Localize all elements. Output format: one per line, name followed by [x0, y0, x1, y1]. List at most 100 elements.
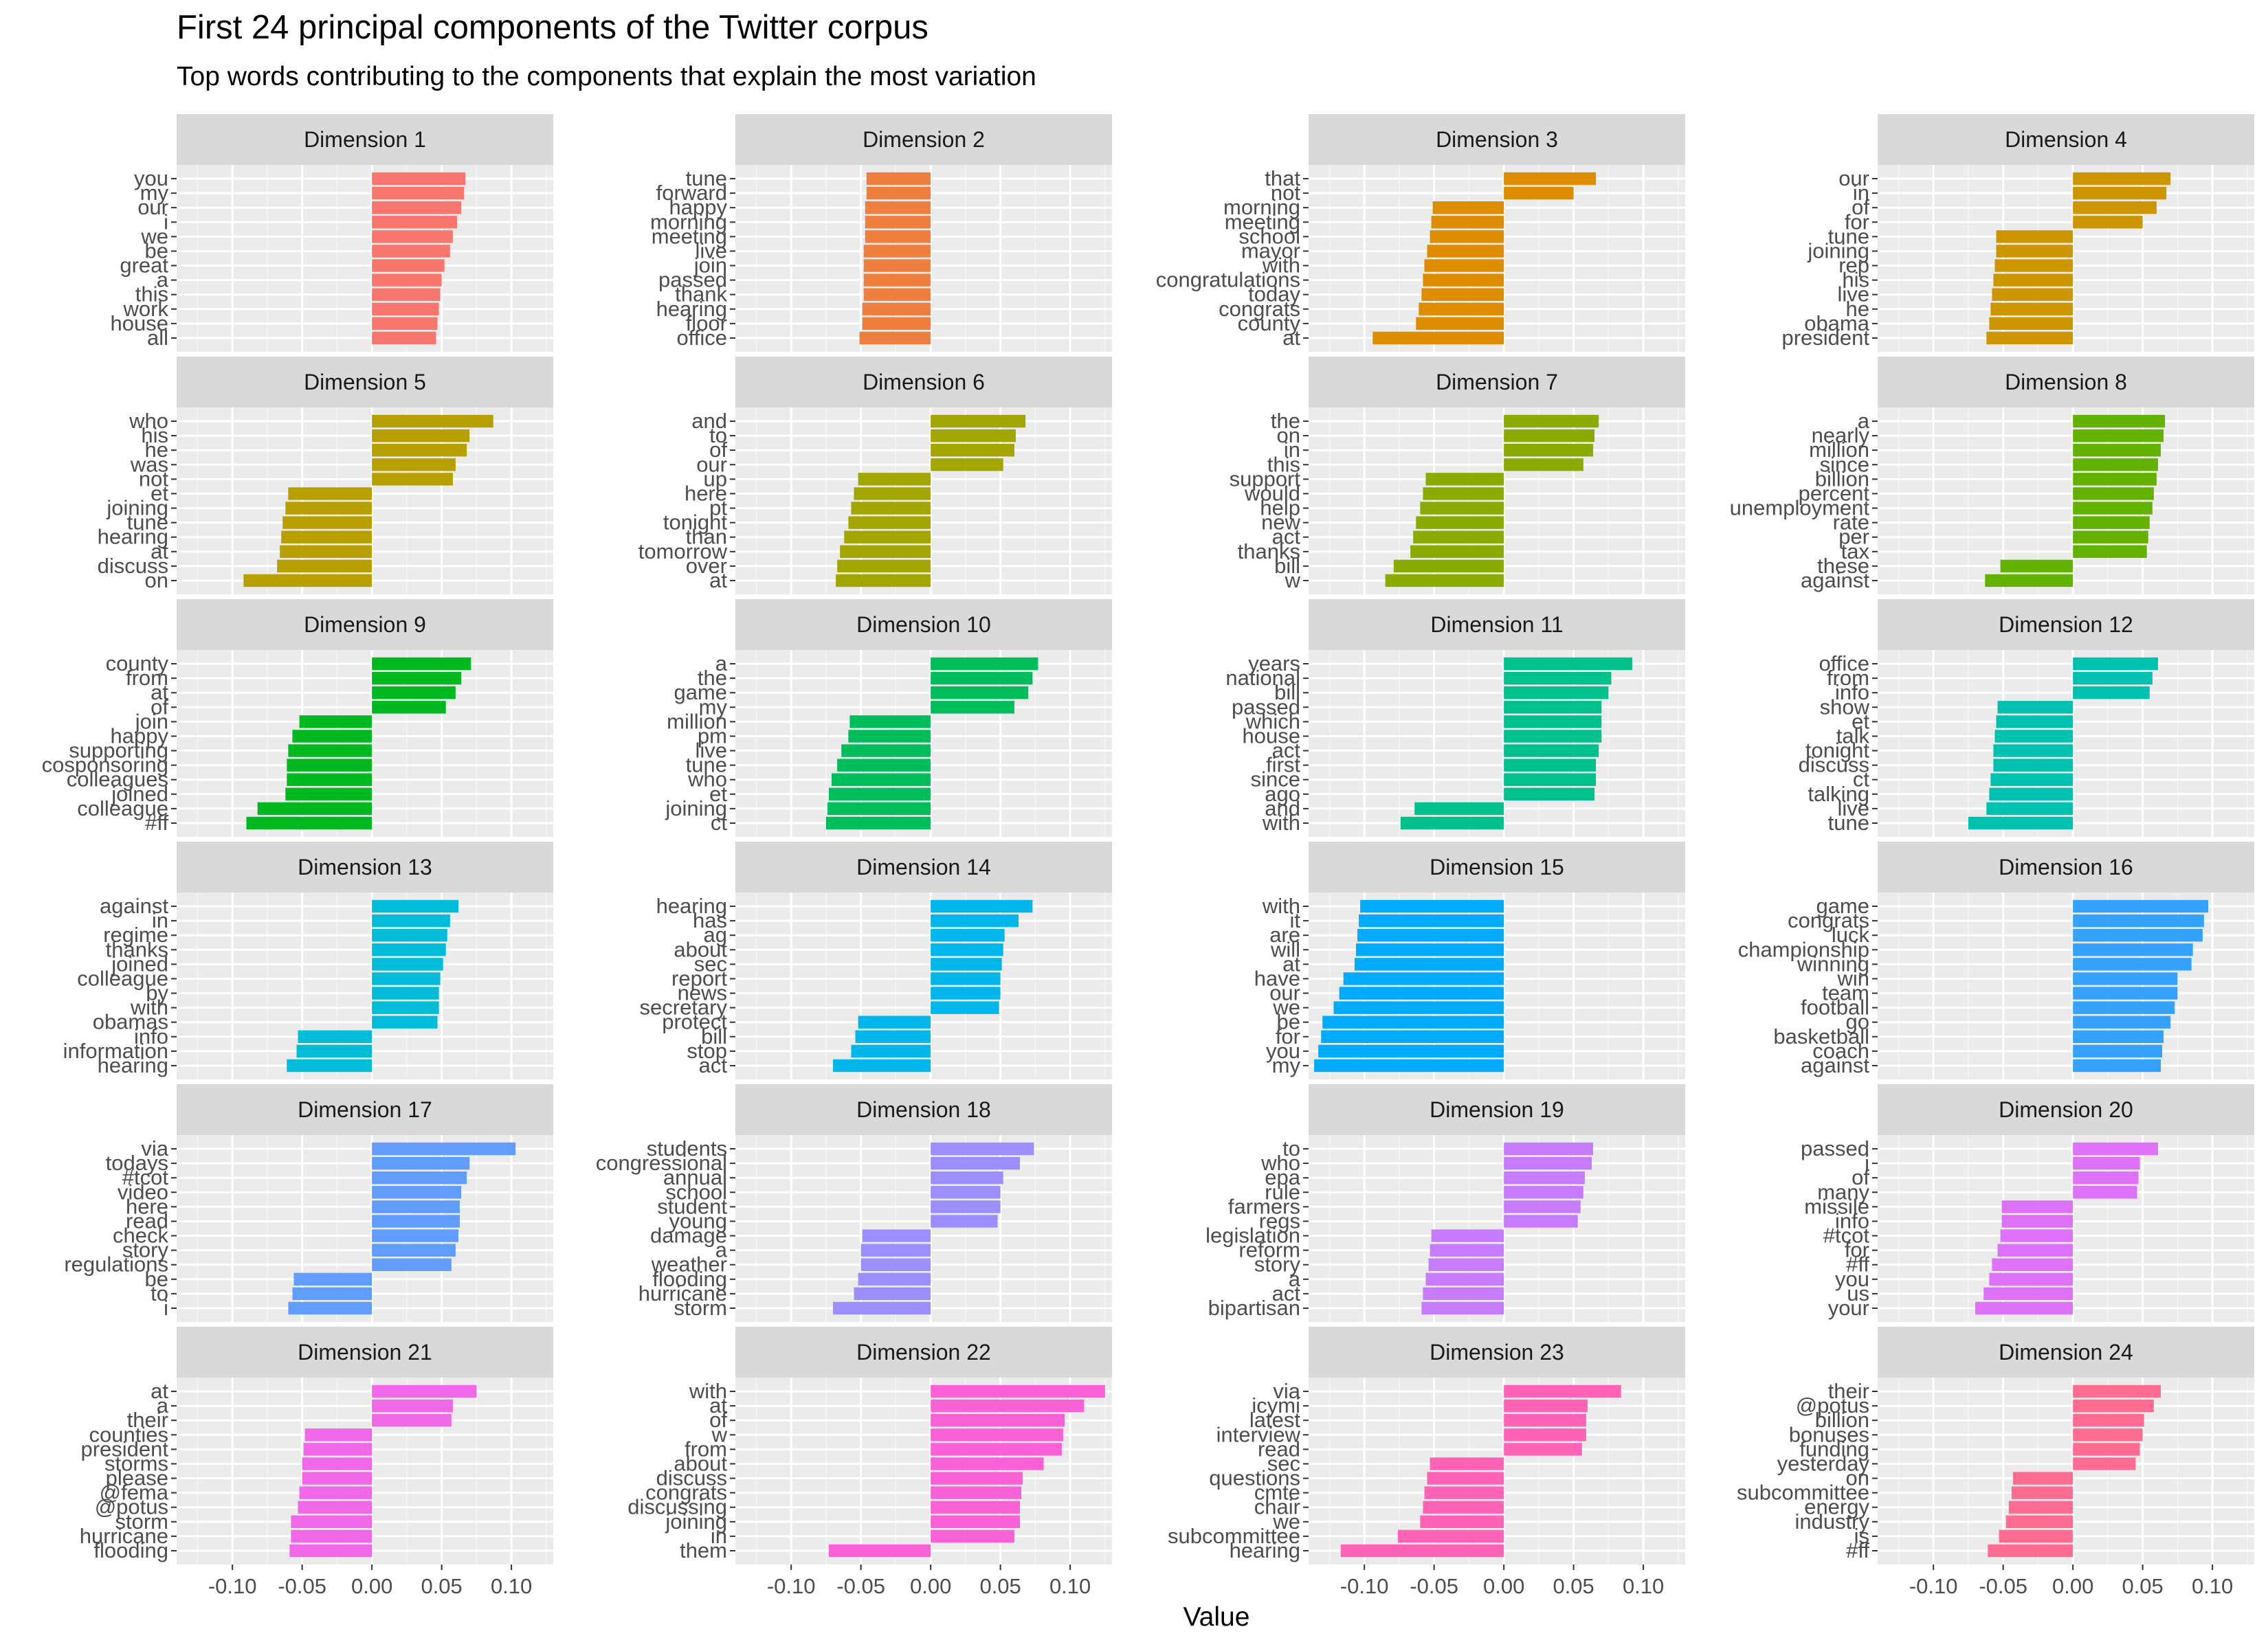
word-label: bill: [1274, 680, 1300, 704]
word-label: obamas: [93, 1010, 168, 1034]
bar: [277, 559, 373, 573]
word-label: talking: [1808, 782, 1869, 806]
word-label: winning: [1797, 952, 1869, 976]
bar: [287, 773, 373, 786]
strip-label: Dimension 5: [304, 370, 426, 394]
bar: [372, 929, 447, 942]
word-label: subcommittee: [1737, 1481, 1869, 1505]
bar: [2073, 899, 2209, 913]
bar: [280, 545, 373, 558]
facet-panel: Dimension 10 athegamemymillionpmlivetunew…: [665, 599, 1112, 837]
word-label: a: [1858, 409, 1870, 433]
bar: [827, 802, 931, 816]
word-label: show: [1820, 695, 1870, 719]
word-label: a: [157, 1393, 169, 1417]
word-label: win: [1836, 966, 1869, 990]
word-label: congrats: [1788, 908, 1869, 932]
bar: [858, 473, 931, 486]
bar: [372, 288, 441, 301]
word-label: secretary: [640, 996, 728, 1020]
word-label: happy: [111, 723, 169, 748]
word-label: on: [1846, 1466, 1869, 1490]
word-label: thanks: [1238, 539, 1300, 563]
word-label: billion: [1815, 1408, 1869, 1432]
facet-panel: Dimension 3 thatnotmorningmeetingschoolma…: [1156, 114, 1685, 352]
word-label: the: [1271, 409, 1300, 433]
strip-label: Dimension 10: [856, 612, 991, 637]
word-label: bill: [1274, 554, 1300, 578]
bar: [931, 914, 1019, 928]
bar: [304, 1428, 373, 1442]
bar: [372, 987, 439, 1000]
bar: [2073, 414, 2166, 428]
word-label: information: [63, 1039, 168, 1063]
word-label: a: [715, 1238, 728, 1262]
word-label: passed: [1232, 695, 1300, 719]
word-label: and: [1265, 796, 1300, 820]
bar: [2073, 943, 2193, 956]
word-label: regime: [103, 923, 168, 947]
word-label: passed: [1801, 1136, 1869, 1160]
bar: [1992, 288, 2074, 301]
word-label: regs: [1259, 1209, 1300, 1233]
bar: [1986, 331, 2074, 345]
bar: [1420, 1515, 1504, 1528]
bar: [299, 1486, 373, 1499]
word-label: live: [695, 739, 727, 763]
bar: [1993, 273, 2074, 287]
bar: [246, 816, 373, 830]
strip-background: [735, 114, 1112, 165]
word-label: on: [1277, 423, 1300, 447]
bar: [2073, 1443, 2140, 1456]
word-label: school: [665, 1180, 727, 1204]
strip-label: Dimension 12: [1999, 612, 2133, 637]
word-label: president: [80, 1437, 168, 1461]
word-label: ct: [1853, 767, 1870, 792]
bar: [1432, 201, 1504, 214]
word-label: of: [709, 1408, 727, 1432]
strip-background: [1309, 1327, 1685, 1378]
strip-background: [1878, 842, 2254, 893]
bar: [299, 715, 373, 728]
word-label: who: [129, 409, 168, 433]
word-label: county: [106, 651, 169, 675]
word-label: million: [667, 709, 727, 733]
word-label: with: [1262, 254, 1300, 278]
bar: [372, 186, 465, 200]
word-label: us: [1847, 1281, 1869, 1305]
word-label: #ff: [145, 811, 168, 835]
x-tick-label: 0.05: [421, 1574, 462, 1598]
word-label: go: [1846, 1010, 1869, 1034]
word-label: sec: [1267, 1451, 1300, 1475]
word-label: be: [1277, 1010, 1300, 1034]
word-label: new: [1261, 511, 1300, 535]
bar: [1504, 429, 1595, 442]
word-label: this: [135, 282, 168, 306]
bar: [931, 1472, 1023, 1485]
word-label: in: [1284, 438, 1300, 462]
word-label: to: [151, 1281, 168, 1305]
bar: [863, 259, 931, 272]
word-label: obama: [1804, 311, 1870, 335]
bar: [372, 1215, 460, 1228]
bar: [837, 759, 931, 772]
bar: [1504, 1215, 1578, 1228]
bar: [855, 1030, 931, 1043]
word-label: since: [1251, 767, 1300, 792]
bar: [1504, 1399, 1588, 1413]
word-label: over: [686, 554, 727, 578]
word-label: passed: [658, 268, 727, 292]
word-label: w: [1285, 568, 1301, 592]
bar: [372, 458, 456, 471]
strip-background: [177, 1084, 553, 1135]
word-label: all: [147, 326, 168, 350]
word-label: funding: [1799, 1437, 1869, 1461]
facet-panel: Dimension 5 whohishewasnotetjoiningtunehe…: [98, 357, 553, 594]
word-label: et: [151, 481, 168, 505]
word-label: have: [1254, 966, 1300, 990]
bar: [1504, 671, 1612, 685]
word-label: tax: [1841, 539, 1870, 563]
word-label: weather: [651, 1253, 727, 1277]
word-label: damage: [650, 1224, 727, 1248]
word-label: @potus: [95, 1495, 168, 1519]
